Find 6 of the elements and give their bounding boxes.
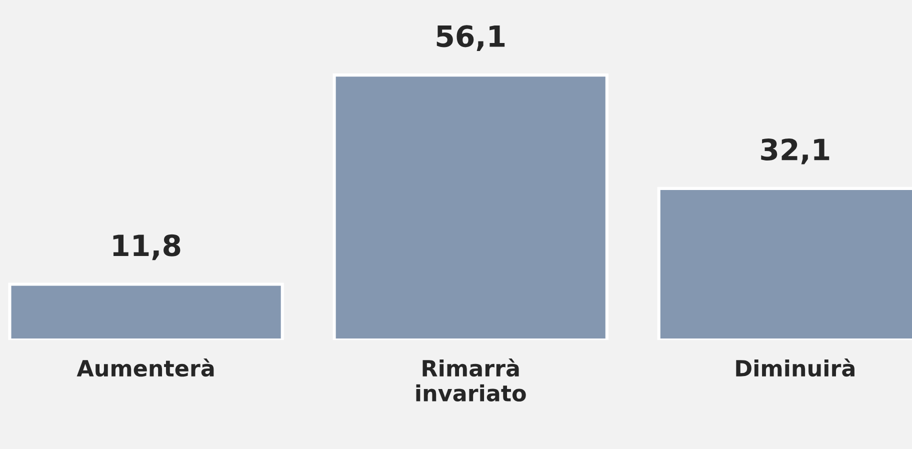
data-label: 11,8 xyxy=(113,234,180,260)
x-tick-label: Aumenterà xyxy=(76,358,214,377)
data-label: 32,1 xyxy=(761,138,830,164)
data-label: 56,1 xyxy=(436,25,505,51)
x-tick-label: Rimarrà invariato xyxy=(416,358,526,402)
x-tick-label: Diminuirà xyxy=(736,358,854,377)
